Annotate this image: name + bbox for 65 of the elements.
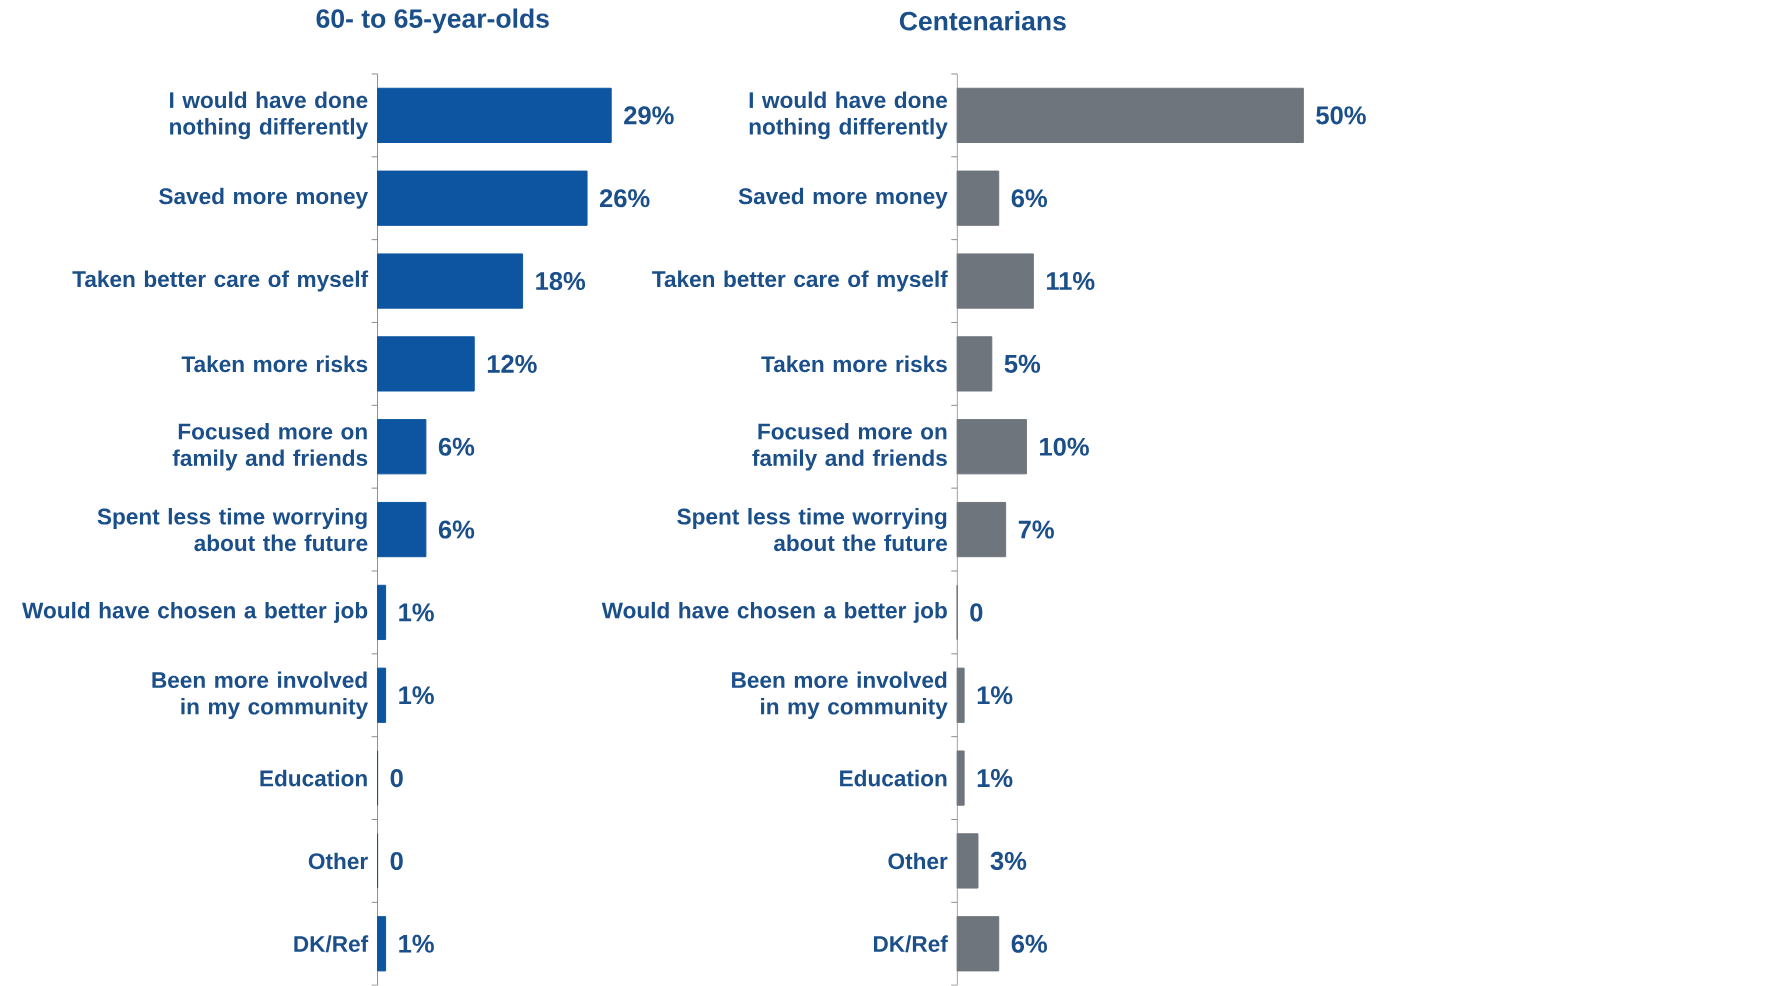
data-label: 1%	[399, 934, 434, 953]
bar	[956, 253, 1034, 309]
bar	[377, 667, 387, 724]
y-tick-label: Been more involved in my community	[152, 671, 369, 720]
bar	[956, 87, 1304, 144]
data-label: 7%	[1018, 520, 1054, 539]
chart-title: Centenarians	[899, 11, 1066, 31]
data-label: 0	[390, 852, 403, 871]
bar	[377, 419, 427, 475]
bar	[956, 336, 993, 392]
y-tick-label: I would have done nothing differently	[749, 91, 948, 140]
data-label: 0	[390, 769, 403, 788]
bar	[377, 170, 588, 226]
data-label: 26%	[599, 189, 650, 208]
bar	[956, 916, 1000, 972]
bar	[377, 336, 475, 392]
bar	[956, 502, 1007, 558]
bar	[956, 833, 979, 889]
y-tick-label: Education	[840, 769, 947, 787]
data-label: 18%	[536, 272, 586, 291]
bar	[956, 419, 1027, 475]
y-tick-label: Been more involved in my community	[732, 671, 948, 720]
y-tick-label: Education	[260, 769, 367, 787]
y-tick-label: DK/Ref	[294, 935, 369, 953]
bar	[377, 253, 524, 309]
y-tick-label: I would have done nothing differently	[170, 91, 369, 140]
y-tick-label: Saved more money	[159, 187, 369, 209]
data-label: 6%	[1011, 934, 1048, 953]
data-label: 11%	[1046, 272, 1095, 291]
chart-title: 60- to 65-year-olds	[316, 8, 549, 34]
data-label: 5%	[1004, 355, 1041, 374]
bar	[377, 916, 387, 972]
y-tick-label: Taken better care of myself	[652, 270, 948, 292]
bar	[377, 584, 387, 641]
data-label: 1%	[977, 686, 1013, 705]
y-tick-label: Focused more on family and friends	[172, 423, 368, 471]
data-label: 6%	[438, 520, 475, 539]
data-label: 1%	[399, 603, 434, 622]
data-label: 3%	[990, 852, 1027, 871]
data-label: 10%	[1040, 437, 1089, 456]
y-tick-label: Taken more risks	[181, 355, 368, 373]
data-label: 1%	[399, 686, 434, 705]
data-label: 12%	[487, 355, 537, 374]
y-tick-label: Spent less time worrying about the future	[97, 508, 368, 552]
y-tick-label: Taken better care of myself	[72, 270, 369, 292]
bar	[377, 87, 612, 144]
data-label: 6%	[438, 437, 475, 456]
bar	[956, 667, 965, 724]
bar	[956, 170, 1000, 226]
y-tick-label: Other	[888, 852, 948, 870]
y-tick-label: Taken more risks	[761, 355, 947, 373]
y-tick-label: Spent less time worrying about the future	[677, 508, 948, 552]
y-tick-label: Would have chosen a better job	[22, 602, 368, 624]
bar	[377, 502, 427, 558]
y-tick-label: Saved more money	[738, 187, 948, 209]
y-tick-label: DK/Ref	[873, 935, 948, 953]
y-tick-label: Other	[308, 852, 368, 870]
data-label: 1%	[977, 769, 1013, 788]
bar	[956, 750, 965, 806]
y-tick-label: Would have chosen a better job	[601, 602, 947, 624]
data-label: 0	[970, 603, 983, 622]
data-label: 50%	[1316, 106, 1366, 125]
y-tick-label: Focused more on family and friends	[752, 423, 947, 471]
data-label: 29%	[624, 106, 674, 125]
data-label: 6%	[1011, 189, 1048, 208]
